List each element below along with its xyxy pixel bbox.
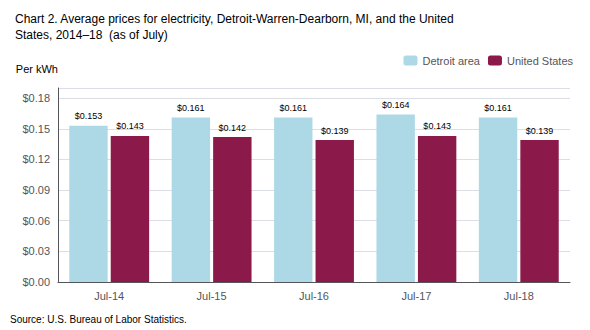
svg-text:Per kWh: Per kWh [16, 63, 58, 75]
svg-text:$0.00: $0.00 [22, 276, 50, 288]
svg-text:$0.142: $0.142 [219, 123, 247, 133]
svg-text:$0.164: $0.164 [382, 100, 410, 110]
svg-text:States, 2014–18 (as of July): States, 2014–18 (as of July) [15, 28, 168, 42]
svg-text:United States: United States [507, 55, 574, 67]
svg-text:Jul-15: Jul-15 [197, 290, 227, 302]
svg-text:$0.161: $0.161 [177, 103, 205, 113]
svg-text:$0.139: $0.139 [526, 126, 554, 136]
svg-text:$0.143: $0.143 [423, 121, 451, 131]
svg-text:$0.09: $0.09 [22, 184, 50, 196]
svg-text:Jul-17: Jul-17 [401, 290, 431, 302]
svg-text:$0.161: $0.161 [279, 103, 307, 113]
svg-text:$0.143: $0.143 [116, 121, 144, 131]
svg-text:$0.15: $0.15 [22, 123, 50, 135]
svg-text:Jul-14: Jul-14 [94, 290, 124, 302]
svg-text:$0.139: $0.139 [321, 126, 349, 136]
svg-text:$0.12: $0.12 [22, 153, 50, 165]
svg-text:$0.03: $0.03 [22, 245, 50, 257]
svg-text:$0.161: $0.161 [484, 103, 512, 113]
svg-text:$0.153: $0.153 [75, 111, 103, 121]
svg-text:Chart 2. Average prices for el: Chart 2. Average prices for electricity,… [15, 12, 454, 26]
svg-text:$0.06: $0.06 [22, 215, 50, 227]
svg-text:Detroit area: Detroit area [422, 55, 480, 67]
svg-text:Jul-18: Jul-18 [504, 290, 534, 302]
svg-text:Jul-16: Jul-16 [299, 290, 329, 302]
svg-text:$0.18: $0.18 [22, 92, 50, 104]
svg-text:Source: U.S. Bureau of Labor S: Source: U.S. Bureau of Labor Statistics. [10, 314, 187, 325]
